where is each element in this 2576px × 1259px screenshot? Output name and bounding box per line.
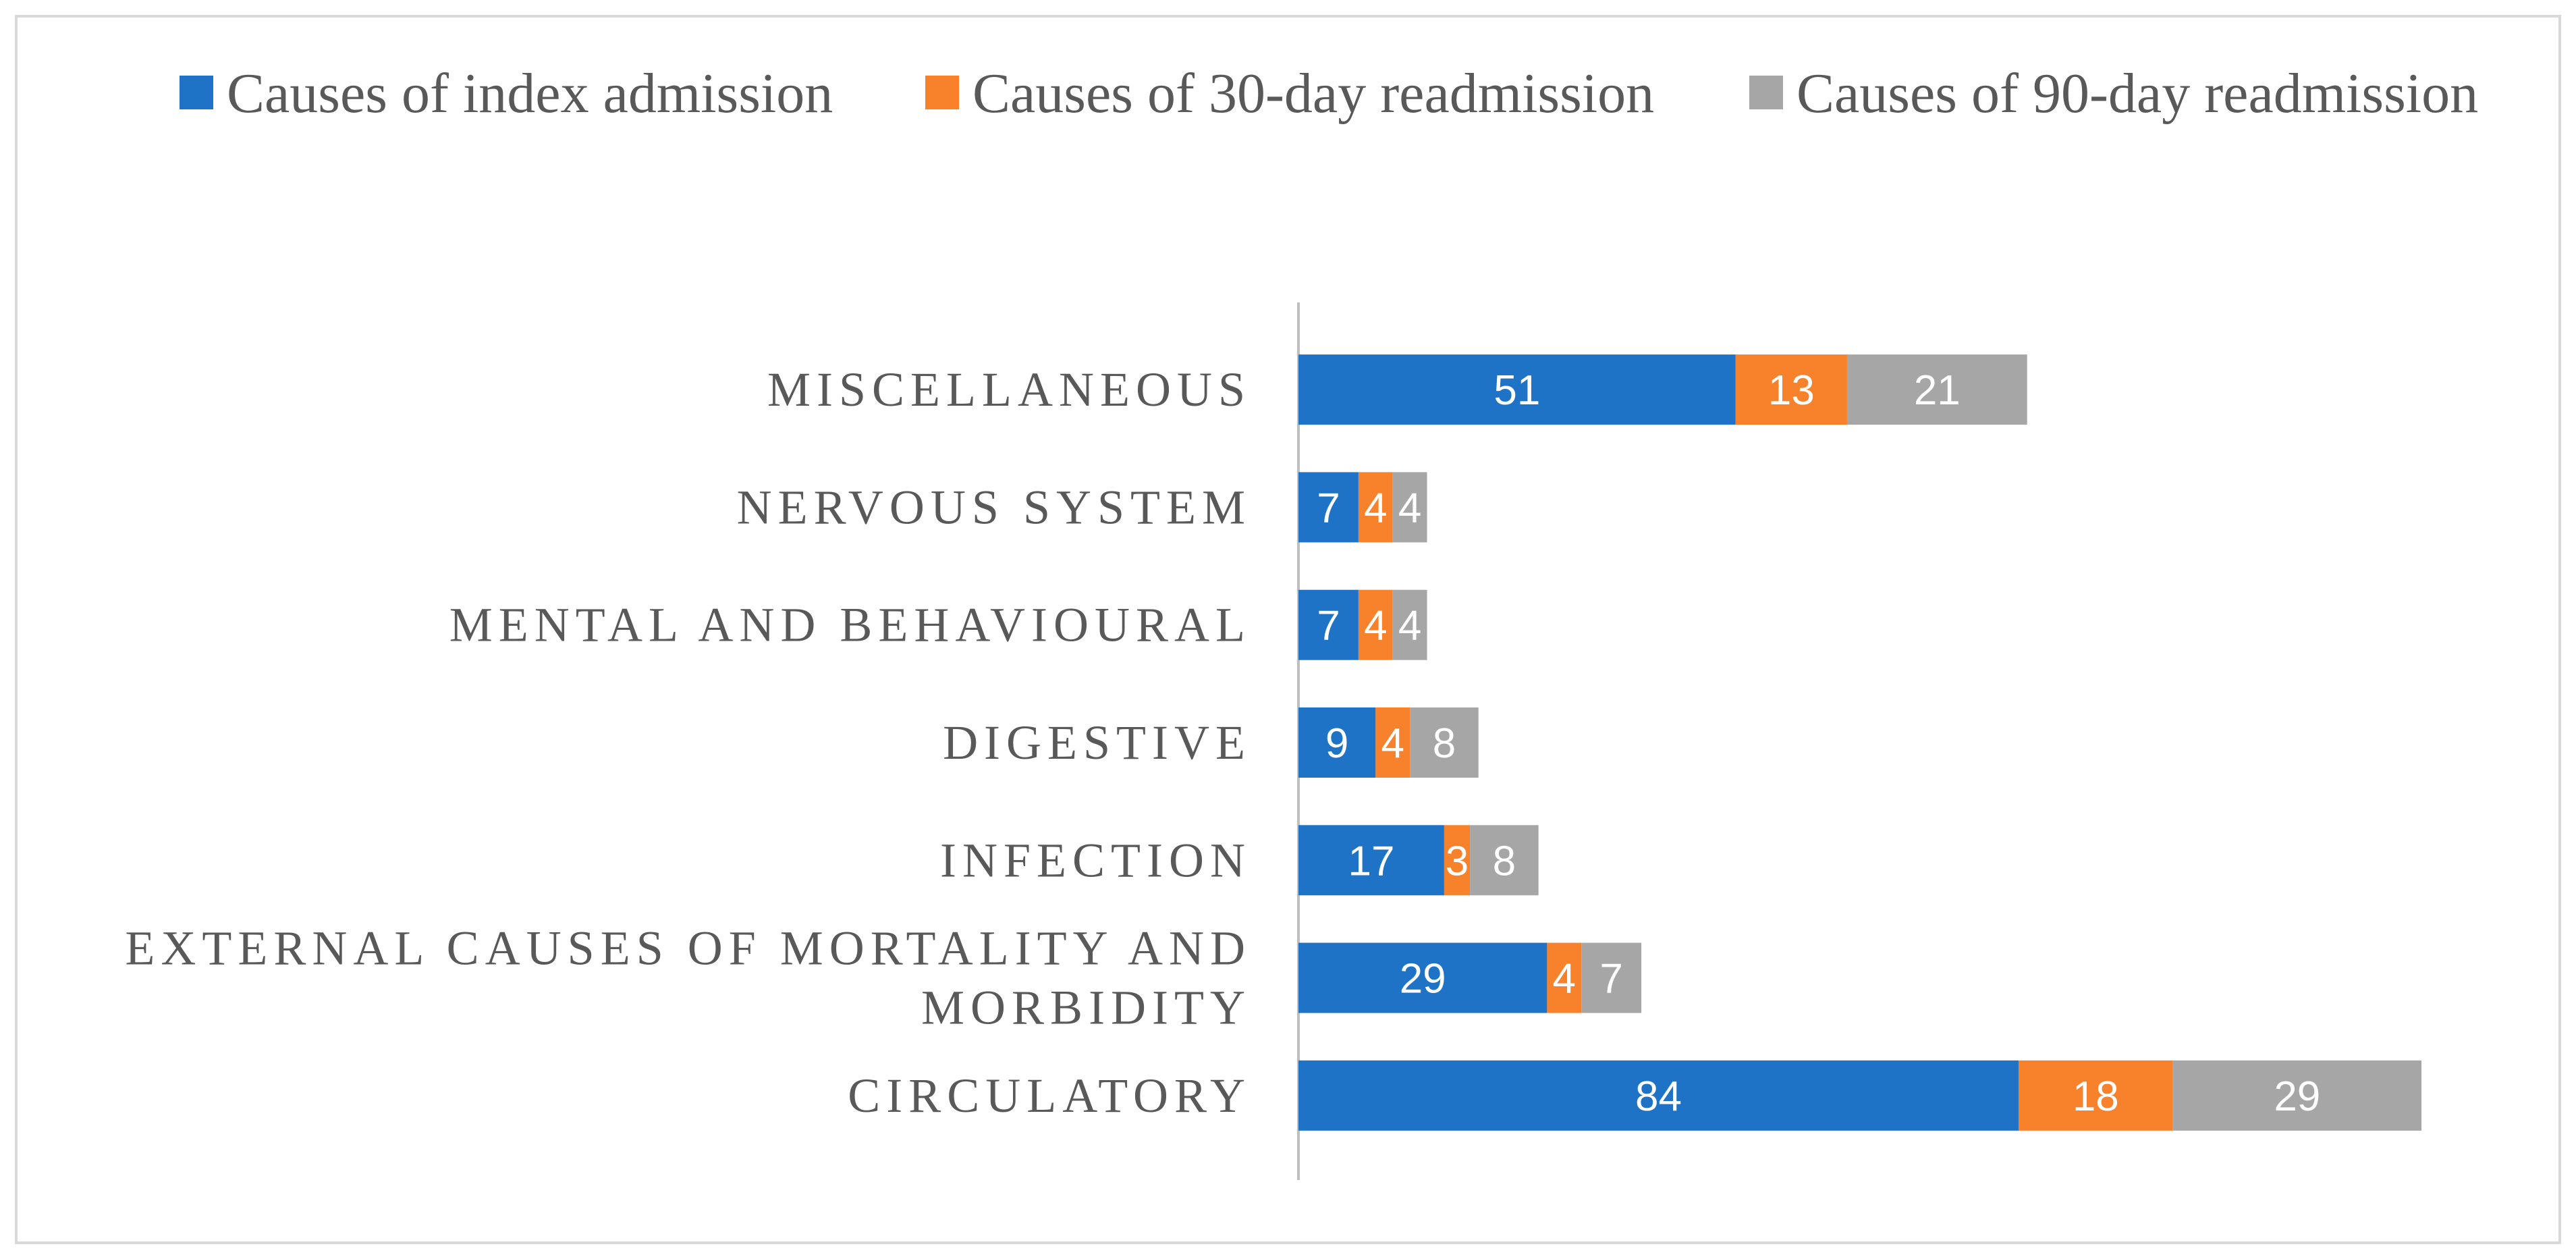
category-label-nervous-system: NERVOUS SYSTEM: [737, 480, 1251, 534]
data-label-infection-causes-of-90-day-readmission: 8: [1493, 838, 1516, 884]
bar-miscellaneous-causes-of-30-day-readmission: [1735, 354, 1847, 425]
category-label-external-causes-of-mortality-and-morbidity-line-2: MORBIDITY: [921, 981, 1251, 1035]
bar-infection-causes-of-90-day-readmission: [1470, 825, 1539, 896]
legend-label-causes-of-90-day-readmission: Causes of 90-day readmission: [1797, 62, 2478, 125]
data-label-digestive-causes-of-30-day-readmission: 4: [1381, 720, 1404, 767]
bar-external-causes-of-mortality-and-morbidity-causes-of-index-admission: [1298, 942, 1547, 1013]
legend-swatch-causes-of-30-day-readmission: [925, 76, 959, 109]
bar-external-causes-of-mortality-and-morbidity-causes-of-90-day-readmission: [1581, 942, 1642, 1013]
legend-label-causes-of-index-admission: Causes of index admission: [227, 62, 833, 125]
bar-circulatory-causes-of-index-admission: [1298, 1060, 2019, 1131]
data-label-nervous-system-causes-of-index-admission: 7: [1317, 485, 1340, 531]
bar-miscellaneous-causes-of-90-day-readmission: [1846, 354, 2027, 425]
bar-miscellaneous-causes-of-index-admission: [1298, 354, 1736, 425]
bar-mental-and-behavioural-causes-of-30-day-readmission: [1358, 589, 1393, 660]
data-label-nervous-system-causes-of-90-day-readmission: 4: [1398, 485, 1421, 531]
data-label-mental-and-behavioural-causes-of-90-day-readmission: 4: [1398, 603, 1421, 649]
category-axis-labels: CIRCULATORY EXTERNAL CAUSES OF MORTALITY …: [125, 363, 1251, 1123]
category-label-external-causes-of-mortality-and-morbidity-line-1: EXTERNAL CAUSES OF MORTALITY AND: [125, 921, 1251, 975]
category-label-digestive: DIGESTIVE: [943, 716, 1251, 770]
bar-mental-and-behavioural-causes-of-index-admission: [1298, 589, 1359, 660]
data-label-external-causes-of-mortality-and-morbidity-causes-of-index-admission: 29: [1400, 956, 1446, 1002]
bar-digestive-causes-of-index-admission: [1298, 707, 1376, 778]
data-label-infection-causes-of-index-admission: 17: [1348, 838, 1394, 884]
data-label-external-causes-of-mortality-and-morbidity-causes-of-90-day-readmission: 7: [1599, 956, 1622, 1002]
data-label-miscellaneous-causes-of-index-admission: 51: [1493, 367, 1540, 414]
legend-swatch-causes-of-index-admission: [180, 76, 213, 109]
data-label-mental-and-behavioural-causes-of-index-admission: 7: [1317, 603, 1340, 649]
data-label-circulatory-causes-of-30-day-readmission: 18: [2073, 1073, 2119, 1120]
data-label-nervous-system-causes-of-30-day-readmission: 4: [1364, 485, 1387, 531]
bar-circulatory-causes-of-30-day-readmission: [2018, 1060, 2173, 1131]
bar-nervous-system-causes-of-90-day-readmission: [1392, 472, 1427, 543]
chart-frame: [15, 15, 2561, 1244]
data-label-digestive-causes-of-90-day-readmission: 8: [1433, 720, 1456, 767]
bar-nervous-system-causes-of-index-admission: [1298, 472, 1359, 543]
data-label-miscellaneous-causes-of-30-day-readmission: 13: [1768, 367, 1815, 414]
category-label-circulatory: CIRCULATORY: [848, 1069, 1251, 1123]
bar-digestive-causes-of-90-day-readmission: [1410, 707, 1479, 778]
bar-nervous-system-causes-of-30-day-readmission: [1358, 472, 1393, 543]
bar-infection-causes-of-index-admission: [1298, 825, 1444, 896]
data-label-circulatory-causes-of-index-admission: 84: [1635, 1073, 1682, 1120]
category-label-mental-and-behavioural: MENTAL AND BEHAVIOURAL: [449, 598, 1251, 652]
data-label-mental-and-behavioural-causes-of-30-day-readmission: 4: [1364, 603, 1387, 649]
category-label-miscellaneous: MISCELLANEOUS: [767, 363, 1251, 417]
data-label-infection-causes-of-30-day-readmission: 3: [1446, 838, 1469, 884]
legend-label-causes-of-30-day-readmission: Causes of 30-day readmission: [972, 62, 1654, 125]
bar-digestive-causes-of-30-day-readmission: [1375, 707, 1410, 778]
bar-external-causes-of-mortality-and-morbidity-causes-of-30-day-readmission: [1547, 942, 1582, 1013]
category-label-infection: INFECTION: [940, 833, 1251, 887]
data-label-digestive-causes-of-index-admission: 9: [1325, 720, 1348, 767]
bar-mental-and-behavioural-causes-of-90-day-readmission: [1392, 589, 1427, 660]
data-label-external-causes-of-mortality-and-morbidity-causes-of-30-day-readmission: 4: [1553, 956, 1576, 1002]
legend: Causes of index admission Causes of 30-da…: [180, 62, 2478, 125]
bar-circulatory-causes-of-90-day-readmission: [2172, 1060, 2421, 1131]
legend-swatch-causes-of-90-day-readmission: [1749, 76, 1783, 109]
bar-infection-causes-of-30-day-readmission: [1444, 825, 1471, 896]
data-label-circulatory-causes-of-90-day-readmission: 29: [2274, 1073, 2320, 1120]
data-label-miscellaneous-causes-of-90-day-readmission: 21: [1914, 367, 1961, 414]
